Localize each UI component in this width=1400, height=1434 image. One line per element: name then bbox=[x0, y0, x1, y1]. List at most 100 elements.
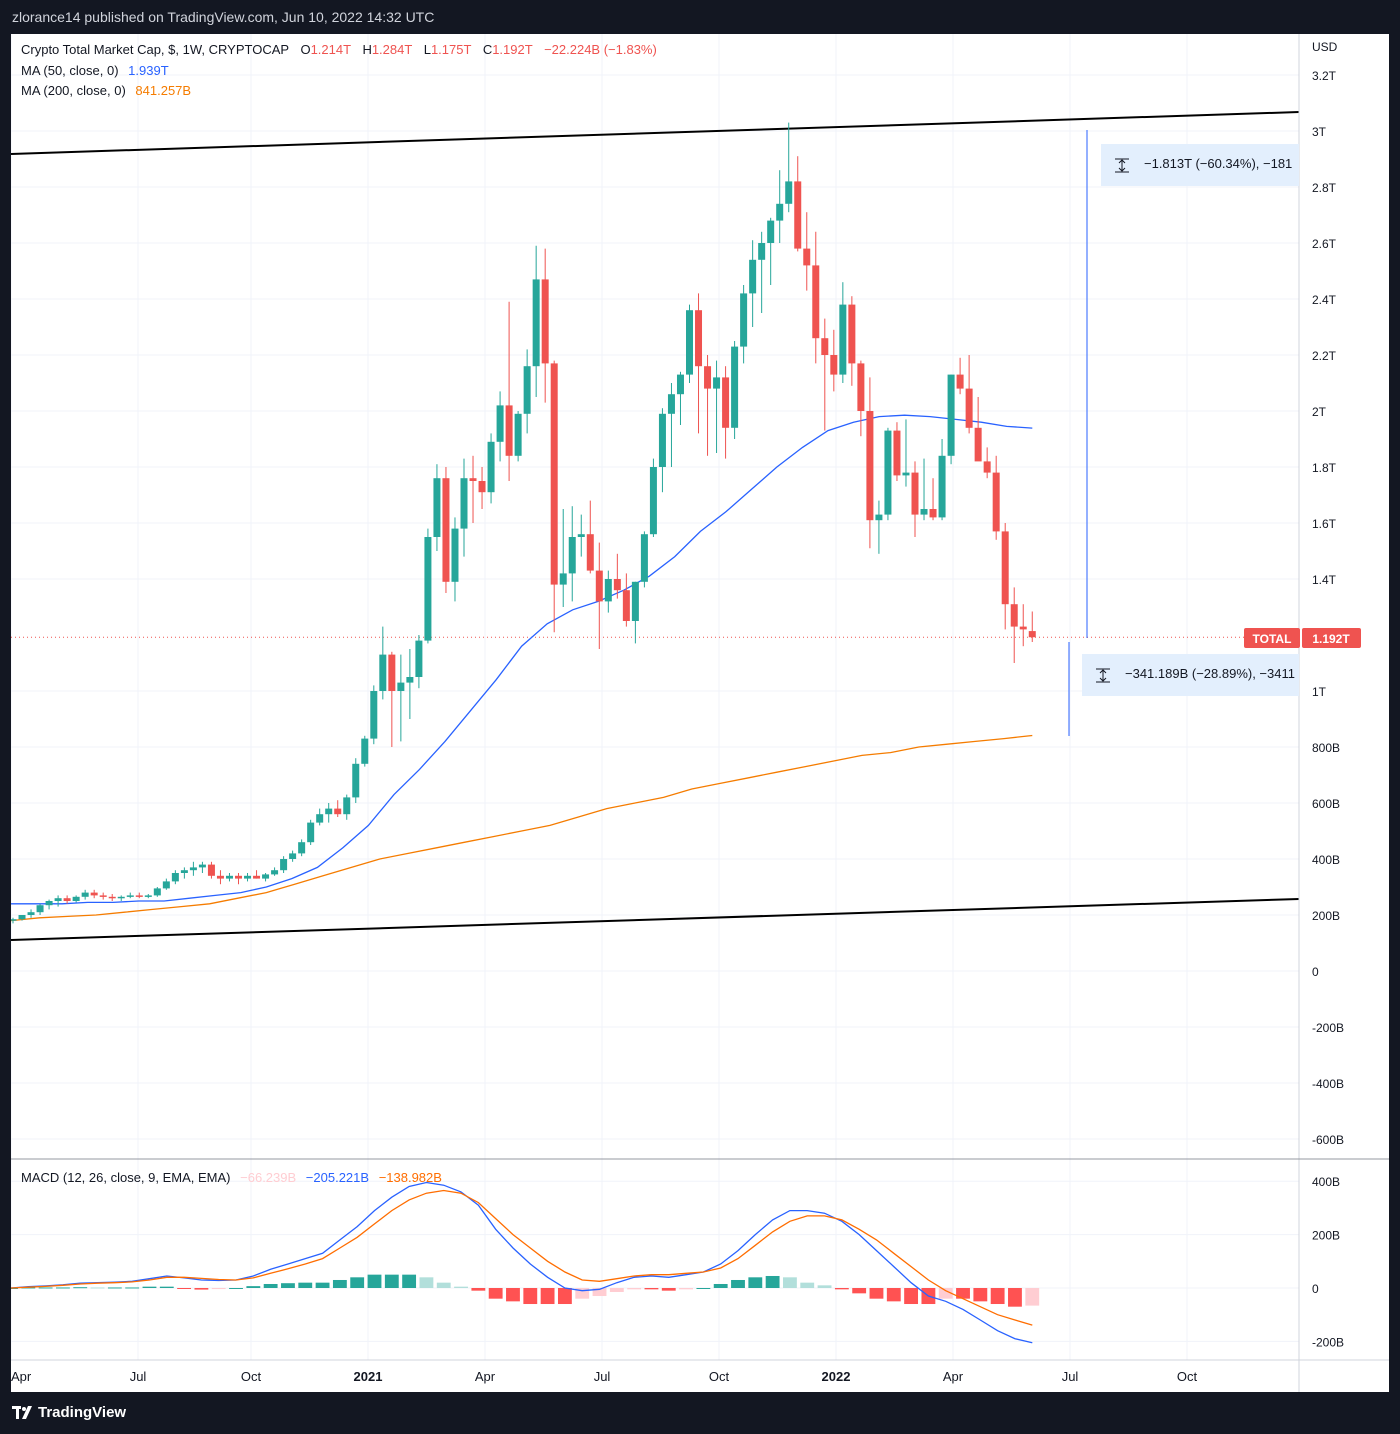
legend-c-value: 1.192T bbox=[492, 42, 533, 57]
candle-body bbox=[469, 478, 477, 481]
candle-body bbox=[27, 912, 35, 915]
channel-lower-line[interactable] bbox=[10, 898, 1300, 941]
legend-h-label: H bbox=[362, 42, 371, 57]
candle-body bbox=[622, 590, 630, 621]
svg-text:Crypto Total Market Cap, $, 1W: Crypto Total Market Cap, $, 1W, CRYPTOCA… bbox=[21, 42, 657, 57]
macd-hist-bar bbox=[4, 1288, 18, 1289]
macd-hist-bar bbox=[73, 1287, 88, 1289]
candle-body bbox=[695, 310, 703, 367]
candle-body bbox=[99, 895, 107, 897]
macd-hist-bar bbox=[956, 1288, 970, 1299]
tradingview-logo-icon bbox=[12, 1406, 32, 1419]
candle-body bbox=[280, 859, 288, 871]
chart-canvas[interactable]: 3.2T 3T 2.8T 2.6T 2.4T 2.2T 2T 1.8T 1.6T 1.4T 1T 80… bbox=[4, 34, 1389, 1392]
candle-body bbox=[803, 248, 811, 266]
macd-hist-bar bbox=[281, 1283, 295, 1288]
measure-bottom-box[interactable]: −341.189B (−28.89%), −3411 bbox=[1082, 654, 1299, 696]
macd-hist-bar bbox=[696, 1288, 711, 1289]
time-tick-label: Apr bbox=[11, 1369, 32, 1384]
macd-hist-bar bbox=[56, 1287, 70, 1289]
candle-body bbox=[271, 870, 279, 875]
legend-l-value: 1.175T bbox=[431, 42, 472, 57]
trend-channel[interactable] bbox=[10, 111, 1300, 941]
macd-label: MACD (12, 26, close, 9, EMA, EMA) bbox=[21, 1170, 231, 1185]
publisher-line: zlorance14 published on TradingView.com,… bbox=[12, 9, 435, 25]
macd-hist-bar bbox=[38, 1287, 53, 1289]
legend-change: −22.224B (−1.83%) bbox=[544, 42, 657, 57]
candle-body bbox=[54, 898, 62, 901]
price-tick-label: 600B bbox=[1312, 797, 1340, 811]
price-tick-label: 0 bbox=[1312, 965, 1319, 979]
price-tick-label: -200B bbox=[1312, 1021, 1344, 1035]
measure-bottom-text: −341.189B (−28.89%), −3411 bbox=[1125, 666, 1295, 681]
candle-body bbox=[604, 579, 612, 602]
time-tick-label: Jul bbox=[1062, 1369, 1079, 1384]
macd-hist-bar bbox=[644, 1288, 659, 1290]
candle-body bbox=[1028, 631, 1036, 638]
candle-body bbox=[1001, 531, 1009, 605]
measure-top-box[interactable]: −1.813T (−60.34%), −181 bbox=[1101, 144, 1299, 186]
candle-body bbox=[649, 467, 657, 535]
candle-body bbox=[153, 888, 161, 896]
candle-body bbox=[613, 579, 621, 591]
candle-body bbox=[325, 808, 333, 815]
candle-body bbox=[704, 366, 712, 389]
candle-body bbox=[776, 203, 784, 221]
candle-body bbox=[686, 310, 693, 375]
candle-body bbox=[938, 455, 946, 518]
candle-body bbox=[767, 220, 775, 243]
macd-line-value: −205.221B bbox=[306, 1170, 369, 1185]
measure-arrow-icon bbox=[1115, 158, 1129, 173]
candle-body bbox=[298, 842, 306, 854]
candle-body bbox=[36, 905, 44, 913]
candle-body bbox=[911, 472, 919, 515]
candle-body bbox=[1010, 604, 1018, 627]
candle-body bbox=[198, 864, 206, 868]
macd-hist-bar bbox=[1008, 1288, 1022, 1307]
macd-hist-bar bbox=[436, 1282, 451, 1288]
candle-body bbox=[433, 478, 441, 537]
candle-body bbox=[9, 919, 17, 921]
macd-hist-bar bbox=[298, 1282, 313, 1288]
macd-hist-bar bbox=[211, 1288, 226, 1290]
macd-hist-bar bbox=[229, 1288, 243, 1289]
channel-upper-line[interactable] bbox=[10, 111, 1300, 155]
candle-body bbox=[379, 654, 387, 691]
ma200-value: 841.257B bbox=[135, 83, 191, 98]
candle-body bbox=[334, 808, 342, 815]
candle-body bbox=[884, 430, 892, 515]
macd-hist-bar bbox=[125, 1287, 140, 1289]
ma200-line bbox=[10, 734, 1033, 922]
svg-text:MA (200, close, 0) 841: MA (200, close, 0) 841.257B bbox=[21, 83, 191, 98]
candle-body bbox=[920, 509, 928, 515]
candle-body bbox=[523, 366, 531, 414]
macd-hist-bar bbox=[783, 1277, 797, 1288]
price-tick-label: 2.8T bbox=[1312, 181, 1337, 195]
candle-body bbox=[577, 534, 585, 537]
macd-hist-bar bbox=[938, 1288, 953, 1299]
macd-hist-bar bbox=[886, 1288, 901, 1302]
candle-body bbox=[180, 870, 188, 873]
macd-hist-bar bbox=[627, 1288, 642, 1290]
time-tick-label: Apr bbox=[475, 1369, 496, 1384]
candle-body bbox=[713, 377, 721, 389]
price-tick-label: 2.2T bbox=[1312, 349, 1337, 363]
candle-body bbox=[235, 875, 242, 879]
macd-hist-bar bbox=[90, 1287, 105, 1289]
publisher-header: zlorance14 published on TradingView.com,… bbox=[0, 0, 1400, 34]
macd-signal-line bbox=[10, 1189, 1033, 1326]
candle-body bbox=[72, 896, 80, 901]
price-tick-label: 2.4T bbox=[1312, 293, 1337, 307]
macd-hist-bar bbox=[471, 1288, 486, 1291]
chart-area[interactable]: 3.2T 3T 2.8T 2.6T 2.4T 2.2T 2T 1.8T 1.6T 1.4T 1T 80… bbox=[4, 34, 1389, 1392]
macd-hist-bar bbox=[454, 1286, 468, 1288]
legend-l-label: L bbox=[424, 42, 431, 57]
candle-body bbox=[821, 338, 829, 355]
candle-body bbox=[595, 570, 603, 602]
time-tick-label: 2021 bbox=[354, 1369, 383, 1384]
macd-signal-value: −138.982B bbox=[379, 1170, 442, 1185]
macd-hist-bar bbox=[817, 1285, 832, 1288]
candle-body bbox=[63, 898, 71, 901]
macd-hist-bar bbox=[419, 1277, 434, 1288]
annotations[interactable] bbox=[1068, 130, 1088, 736]
